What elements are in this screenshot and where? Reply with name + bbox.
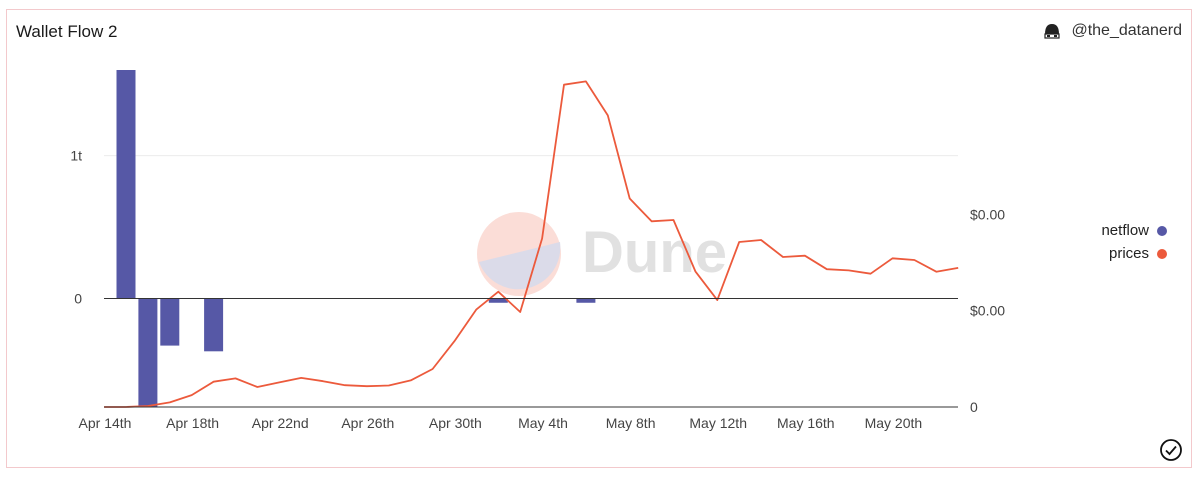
chart-title: Wallet Flow 2 — [16, 22, 118, 41]
chart-legend: netflow prices — [1101, 219, 1167, 265]
watermark-text: Dune — [582, 220, 727, 285]
prices-line — [104, 80, 959, 408]
checkmark-icon[interactable] — [1159, 438, 1183, 462]
x-tick-label: Apr 18th — [166, 415, 219, 431]
x-tick-label: May 4th — [518, 415, 568, 431]
legend-label: prices — [1108, 245, 1149, 262]
x-tick-label: May 20th — [865, 415, 923, 431]
right-tick-label: $0.00 — [970, 303, 1005, 319]
netflow-bar — [160, 298, 180, 346]
x-tick-label: May 8th — [606, 415, 656, 431]
netflow-bar — [576, 298, 596, 303]
x-tick-label: Apr 22nd — [252, 415, 309, 431]
netflow-bar — [204, 298, 224, 352]
netflow-bar — [116, 70, 136, 299]
author-avatar-icon — [1043, 22, 1061, 40]
legend-item-prices[interactable]: prices — [1101, 242, 1167, 265]
legend-dot-icon — [1157, 248, 1167, 259]
x-tick-label: Apr 30th — [429, 415, 482, 431]
chart-card — [6, 9, 1192, 468]
left-tick-label: 0 — [74, 290, 82, 306]
netflow-bar — [488, 298, 508, 303]
netflow-bar — [138, 298, 158, 407]
dune-watermark: Dune — [477, 212, 727, 296]
right-tick-label: 0 — [970, 399, 978, 415]
author-handle: @the_datanerd — [1071, 22, 1182, 39]
x-tick-label: Apr 14th — [79, 415, 132, 431]
left-tick-label: 1t — [70, 148, 82, 164]
legend-label: netflow — [1101, 222, 1149, 239]
right-tick-label: $0.00 — [970, 206, 1005, 222]
x-tick-label: Apr 26th — [341, 415, 394, 431]
x-tick-label: May 12th — [689, 415, 747, 431]
x-tick-label: May 16th — [777, 415, 835, 431]
legend-item-netflow[interactable]: netflow — [1101, 219, 1167, 242]
legend-dot-icon — [1157, 225, 1167, 236]
author-badge[interactable]: @the_datanerd — [1043, 22, 1182, 40]
